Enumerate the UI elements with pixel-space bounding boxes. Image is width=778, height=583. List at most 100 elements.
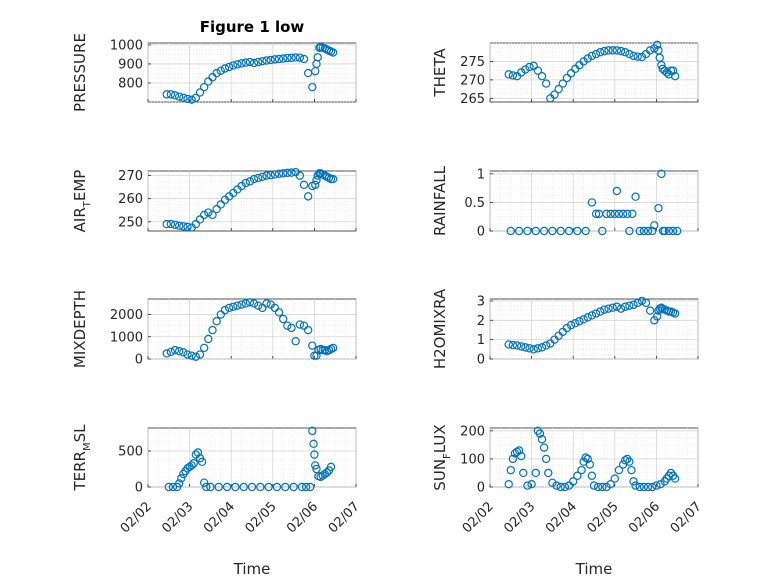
data-point (254, 57, 263, 67)
data-point (179, 348, 188, 357)
data-point (610, 209, 620, 219)
data-point (187, 461, 196, 470)
data-point (309, 439, 318, 449)
data-point (523, 226, 532, 236)
data-point (637, 296, 647, 306)
subplot-mixdepth: 0 1000 2000 MIXDEPTH (71, 290, 357, 368)
data-point (660, 226, 669, 236)
data-point (587, 471, 597, 480)
data-point (625, 49, 634, 59)
data-point (504, 70, 513, 79)
data-point (564, 481, 574, 490)
y-tick-label: 500 (118, 445, 143, 460)
data-point (645, 306, 655, 315)
data-point (291, 337, 300, 346)
y-axis-label: TERRMSL (71, 424, 93, 492)
data-point (316, 472, 325, 482)
data-point (197, 457, 207, 467)
data-point (174, 479, 184, 488)
data-point (187, 351, 196, 360)
y-axis-label: H2OMIXRA (431, 288, 449, 369)
data-point (274, 308, 284, 317)
data-point (199, 210, 209, 220)
y-tick-label: 1 (477, 167, 485, 182)
data-point (643, 226, 653, 236)
y-axis-label: THETA (431, 48, 449, 98)
data-point (625, 457, 634, 466)
subplot-air-temp: 250 260 270 AIRTEMP (71, 167, 357, 233)
data-point (635, 482, 644, 492)
data-point (311, 461, 320, 470)
x-axis-label-left: Time (233, 560, 271, 578)
data-point (179, 222, 188, 231)
data-point (195, 215, 205, 224)
y-tick-label: 3 (477, 294, 485, 309)
data-point (326, 462, 336, 472)
data-point (539, 226, 549, 236)
data-point (262, 56, 271, 65)
data-point (206, 482, 215, 492)
y-tick-label: 1000 (110, 38, 143, 53)
data-point (673, 226, 682, 236)
data-point (245, 177, 255, 186)
data-point (177, 474, 186, 483)
data-point (229, 302, 238, 311)
data-point (523, 481, 532, 490)
data-point (648, 482, 657, 492)
data-point (216, 310, 225, 319)
data-point (208, 73, 217, 82)
data-point (600, 46, 609, 56)
data-point (241, 299, 250, 308)
data-point (612, 46, 622, 55)
data-point (247, 482, 257, 492)
data-point (170, 345, 180, 355)
data-point (191, 352, 201, 361)
data-point (602, 209, 611, 219)
data-point (596, 307, 605, 316)
data-point (537, 435, 547, 444)
data-point (299, 54, 309, 64)
data-point (506, 226, 515, 236)
y-axis-label: AIRTEMP (71, 170, 93, 233)
data-point (652, 481, 661, 490)
data-point (254, 173, 263, 183)
data-point (527, 479, 536, 489)
data-point (612, 302, 622, 311)
data-point (174, 92, 184, 101)
data-point (191, 219, 201, 229)
data-point (629, 300, 638, 310)
data-point (216, 66, 225, 75)
data-point (208, 325, 217, 335)
data-point (654, 306, 663, 315)
data-point (587, 51, 597, 61)
data-point (264, 482, 273, 492)
data-point (233, 60, 242, 69)
data-point (170, 91, 180, 100)
data-point (183, 222, 192, 232)
data-point (170, 220, 180, 229)
data-point (216, 200, 225, 209)
x-axis-label-right: Time (575, 560, 613, 578)
data-point (258, 57, 267, 66)
data-point (633, 298, 642, 308)
y-tick-label: 2 (477, 314, 485, 329)
data-point (639, 482, 649, 492)
data-point (164, 482, 173, 492)
data-point (283, 53, 292, 63)
y-tick-label: 1 (477, 333, 485, 348)
data-point (556, 226, 565, 236)
data-point (162, 219, 171, 229)
data-point (531, 226, 540, 236)
y-tick-label: 265 (460, 92, 485, 107)
data-point (303, 325, 313, 335)
data-point (633, 52, 642, 61)
data-point (618, 209, 628, 219)
data-point (504, 479, 513, 489)
data-point (328, 174, 338, 184)
data-point (195, 88, 205, 97)
data-point (598, 482, 607, 492)
data-point (287, 168, 296, 177)
data-point (187, 95, 196, 104)
data-point (556, 482, 565, 492)
data-point (508, 340, 518, 350)
